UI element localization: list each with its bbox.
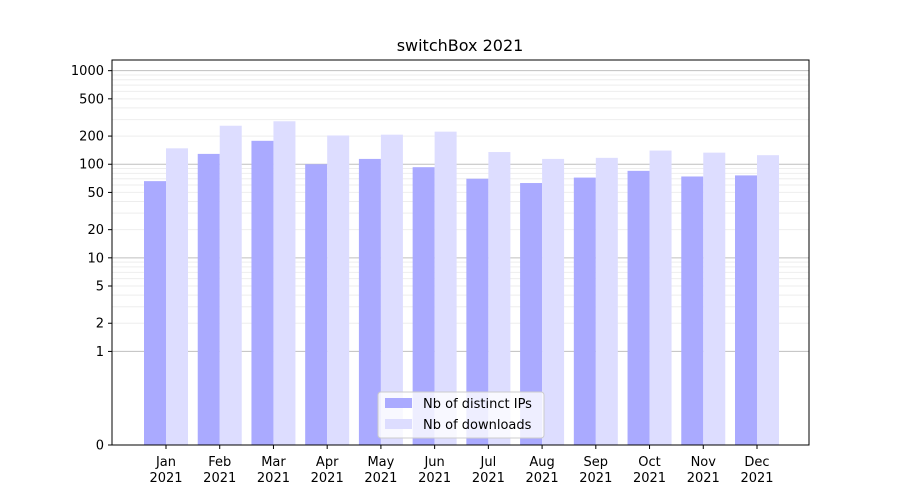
bar-downloads — [595, 157, 618, 446]
bar-downloads — [434, 131, 457, 445]
y-tick-label: 200 — [79, 130, 104, 145]
legend-box — [377, 391, 545, 439]
y-tick-label: 0 — [96, 439, 104, 454]
y-tick-label: 1000 — [71, 64, 104, 79]
bar-downloads — [703, 152, 726, 445]
y-tick-label: 20 — [87, 223, 104, 238]
x-tick-label-month: Oct — [638, 455, 660, 470]
bar-downloads — [166, 148, 188, 446]
x-tick-label-month: Jul — [480, 455, 497, 470]
bar-downloads — [649, 150, 672, 445]
bar-ips — [144, 181, 166, 445]
bar-ips — [573, 177, 596, 446]
x-tick-label-month: Sep — [584, 455, 609, 470]
y-axis: 0 1 2 5 10 20 50 100 200 500 1000 — [71, 64, 112, 454]
x-tick-label-month: Jan — [155, 455, 176, 470]
plot-frame — [111, 59, 810, 446]
bar-ips — [197, 153, 220, 446]
bar-ips — [412, 167, 435, 446]
y-tick-label: 5 — [96, 280, 104, 295]
bar-downloads — [219, 125, 242, 445]
x-tick-label-year: 2021 — [364, 471, 397, 486]
x-axis: Jan2021Feb2021Mar2021Apr2021May2021Jun20… — [149, 445, 774, 486]
y-tick-label: 1 — [96, 345, 104, 360]
y-tick-label: 50 — [87, 186, 104, 201]
x-tick-label-year: 2021 — [311, 471, 344, 486]
bar-downloads — [327, 135, 350, 445]
x-tick-label-month: Jun — [423, 455, 444, 470]
x-tick-label-month: Apr — [316, 455, 339, 470]
bar-downloads — [273, 121, 296, 445]
bar-ips — [358, 158, 381, 446]
x-tick-label-year: 2021 — [257, 471, 290, 486]
x-tick-label-month: Dec — [744, 455, 769, 470]
legend-swatch-ips — [385, 398, 412, 408]
y-tick-label: 10 — [87, 251, 104, 266]
bar-ips — [627, 170, 650, 446]
bars — [144, 121, 779, 446]
y-tick-label: 100 — [79, 158, 104, 173]
bar-ips — [305, 164, 328, 445]
bar-ips — [251, 140, 274, 445]
chart-title: switchBox 2021 — [397, 36, 524, 55]
x-tick-label-month: Aug — [529, 455, 554, 470]
x-tick-label-month: Feb — [208, 455, 231, 470]
x-tick-label-year: 2021 — [418, 471, 451, 486]
x-tick-label-year: 2021 — [149, 471, 182, 486]
x-tick-label-year: 2021 — [472, 471, 505, 486]
x-tick-label-year: 2021 — [579, 471, 612, 486]
y-tick-label: 2 — [96, 317, 104, 332]
x-tick-label-year: 2021 — [526, 471, 559, 486]
bar-downloads — [542, 158, 565, 446]
x-tick-label-month: May — [367, 455, 394, 470]
y-tick-label: 500 — [79, 92, 104, 107]
bar-ips — [466, 178, 489, 446]
bar-downloads — [380, 134, 403, 445]
bar-downloads — [757, 155, 779, 445]
bar-downloads — [488, 152, 511, 445]
legend-label-downloads: Nb of downloads — [423, 418, 532, 433]
x-tick-label-month: Mar — [261, 455, 286, 470]
bar-ips — [735, 175, 757, 445]
bar-ips — [681, 176, 704, 446]
x-tick-label-year: 2021 — [740, 471, 773, 486]
x-tick-label-year: 2021 — [203, 471, 236, 486]
legend-label-ips: Nb of distinct IPs — [423, 397, 532, 412]
legend: Nb of distinct IPs Nb of downloads — [377, 391, 545, 439]
x-tick-label-month: Nov — [691, 455, 717, 470]
legend-swatch-downloads — [385, 419, 412, 429]
bar-ips — [520, 183, 543, 446]
x-tick-label-year: 2021 — [633, 471, 666, 486]
x-tick-label-year: 2021 — [687, 471, 720, 486]
